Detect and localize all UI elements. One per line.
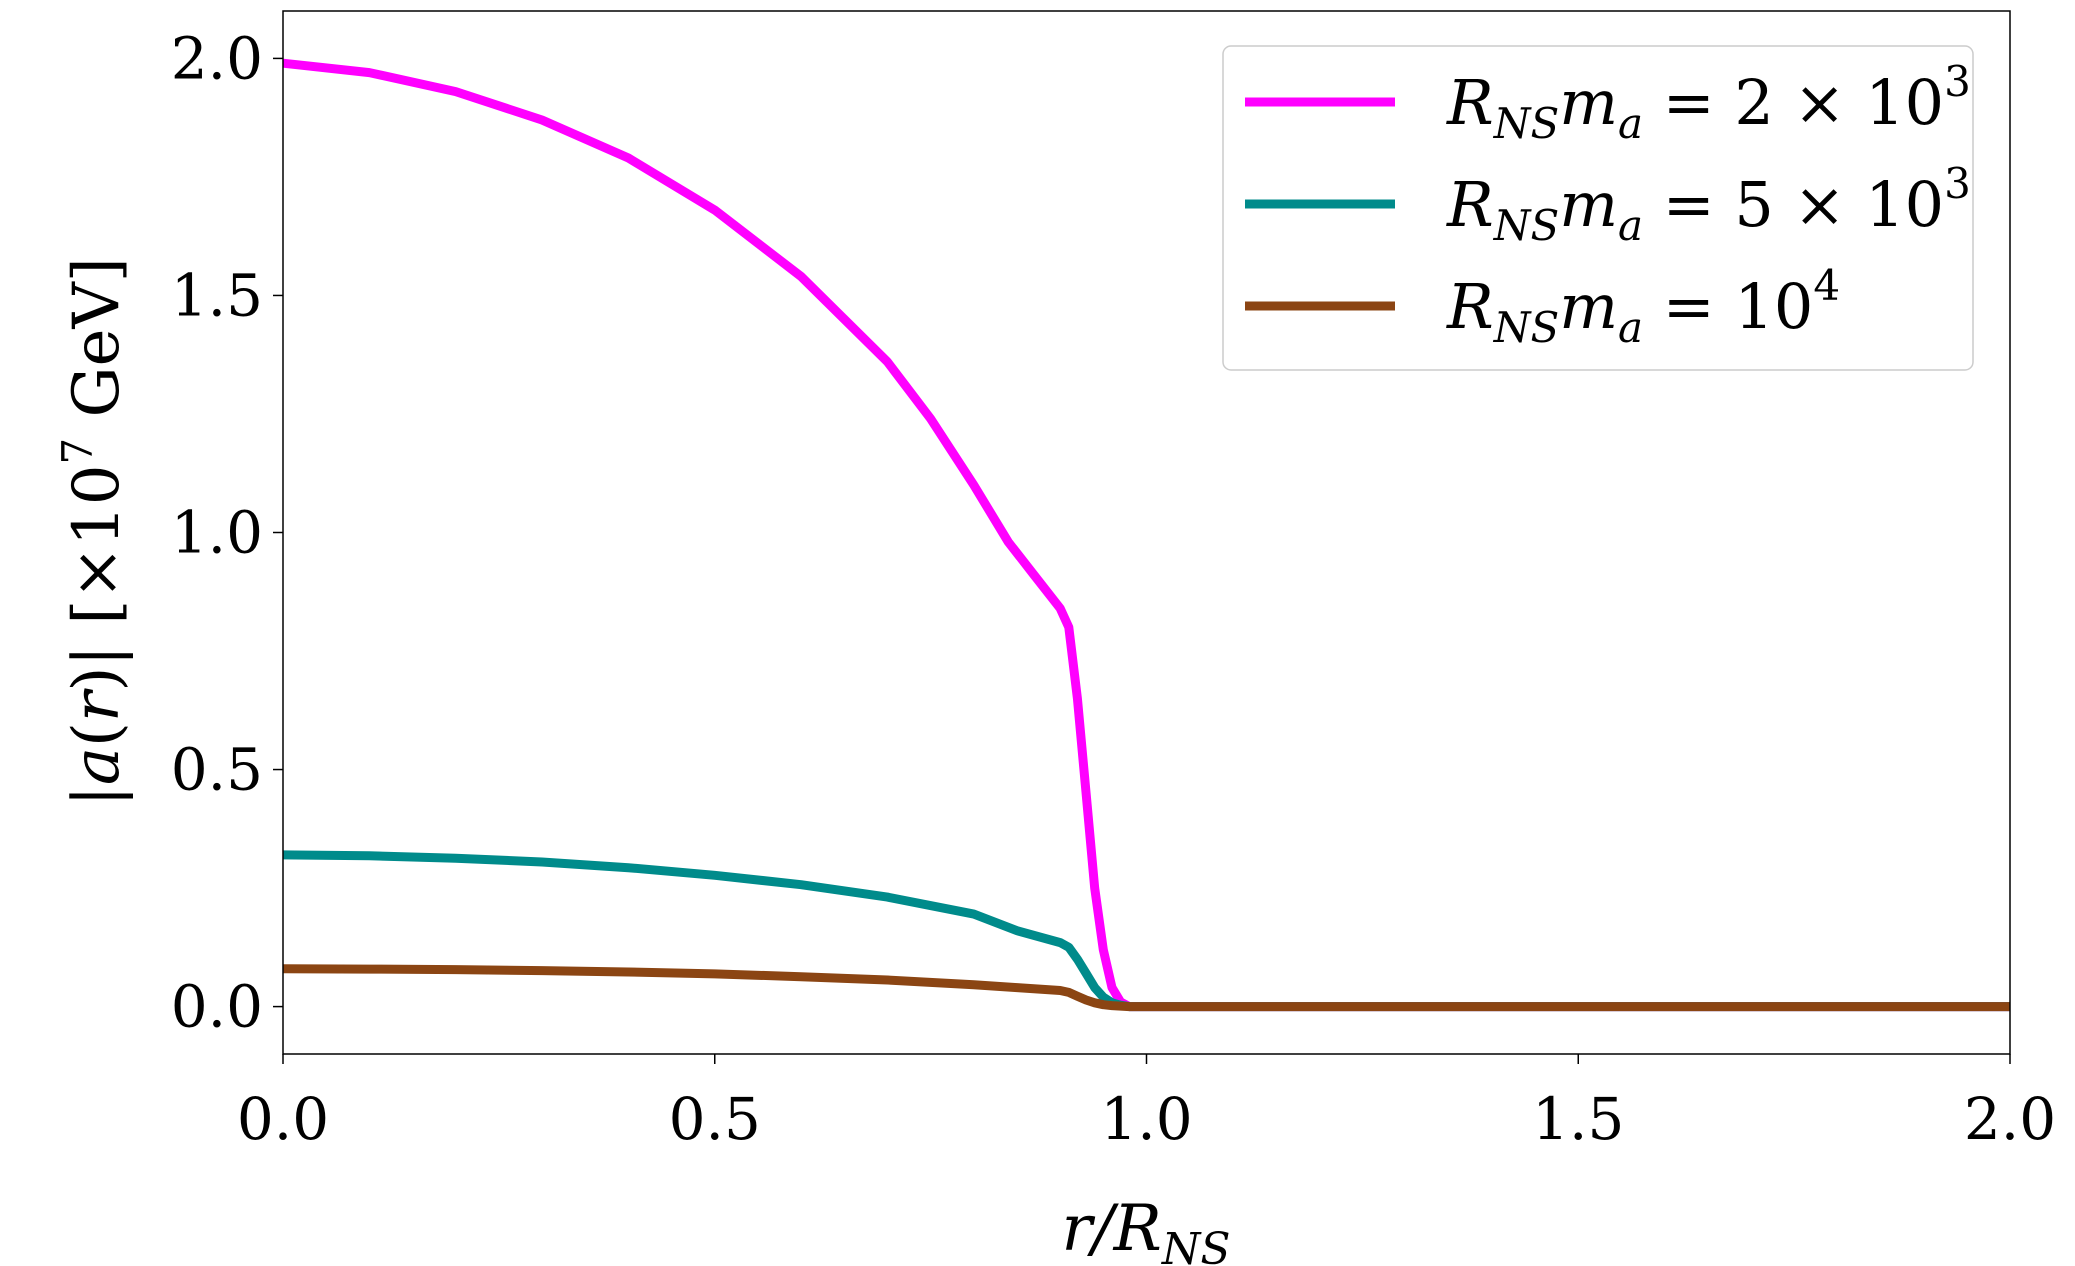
x-axis-label: r/RNS <box>1062 1192 1231 1266</box>
y-axis-ticks: 0.0 0.5 1.0 1.5 2.0 <box>171 24 283 1041</box>
legend-label-3: RNSma = 104 <box>1446 261 1840 352</box>
y-tick-label: 2.0 <box>171 24 263 92</box>
legend-box <box>1222 45 1974 371</box>
legend-label-2: RNSma = 5 × 103 <box>1446 159 1971 250</box>
legend-items: RNSma = 2 × 103 RNSma = 5 × 103 RNSma = 10… <box>1245 57 1971 352</box>
legend: RNSma = 2 × 103 RNSma = 5 × 103 RNSma = 10… <box>1222 45 1974 371</box>
series-layer <box>282 58 2010 1012</box>
y-tick-label: 1.0 <box>171 499 263 567</box>
series-line-3 <box>282 964 2010 1012</box>
x-tick-label: 1.5 <box>1532 1085 1624 1153</box>
y-tick-label: 0.5 <box>171 736 263 804</box>
x-tick-label: 1.0 <box>1100 1085 1192 1153</box>
x-tick-label: 0.0 <box>237 1085 329 1153</box>
x-tick-label: 0.5 <box>669 1085 761 1153</box>
y-tick-label: 1.5 <box>171 261 263 329</box>
y-tick-label: 0.0 <box>171 973 263 1041</box>
y-axis-label: |a(r)| [×107 GeV] <box>53 257 134 806</box>
legend-label-1: RNSma = 2 × 103 <box>1446 57 1971 148</box>
x-axis-ticks: 0.0 0.5 1.0 1.5 2.0 <box>237 1054 2056 1153</box>
x-tick-label: 2.0 <box>1964 1085 2056 1153</box>
